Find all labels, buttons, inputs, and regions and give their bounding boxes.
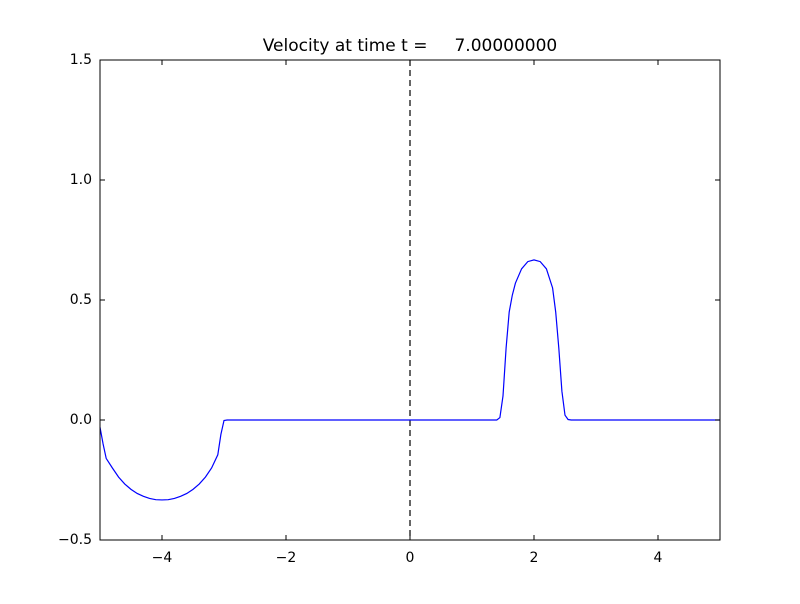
- x-tick-label: −4: [152, 550, 173, 566]
- data-line: [99, 259, 720, 501]
- y-tick-label: 0.0: [70, 412, 92, 428]
- y-tick-label: 1.0: [70, 172, 92, 188]
- x-tick-label: 0: [406, 550, 415, 566]
- y-tick-label: 1.5: [70, 52, 92, 68]
- chart-title: Velocity at time t = 7.00000000: [263, 36, 557, 56]
- y-tick-label: 0.5: [70, 292, 92, 308]
- x-tick-label: −2: [276, 550, 297, 566]
- x-tick-label: 2: [530, 550, 539, 566]
- y-tick-label: −0.5: [58, 532, 92, 548]
- x-tick-label: 4: [654, 550, 663, 566]
